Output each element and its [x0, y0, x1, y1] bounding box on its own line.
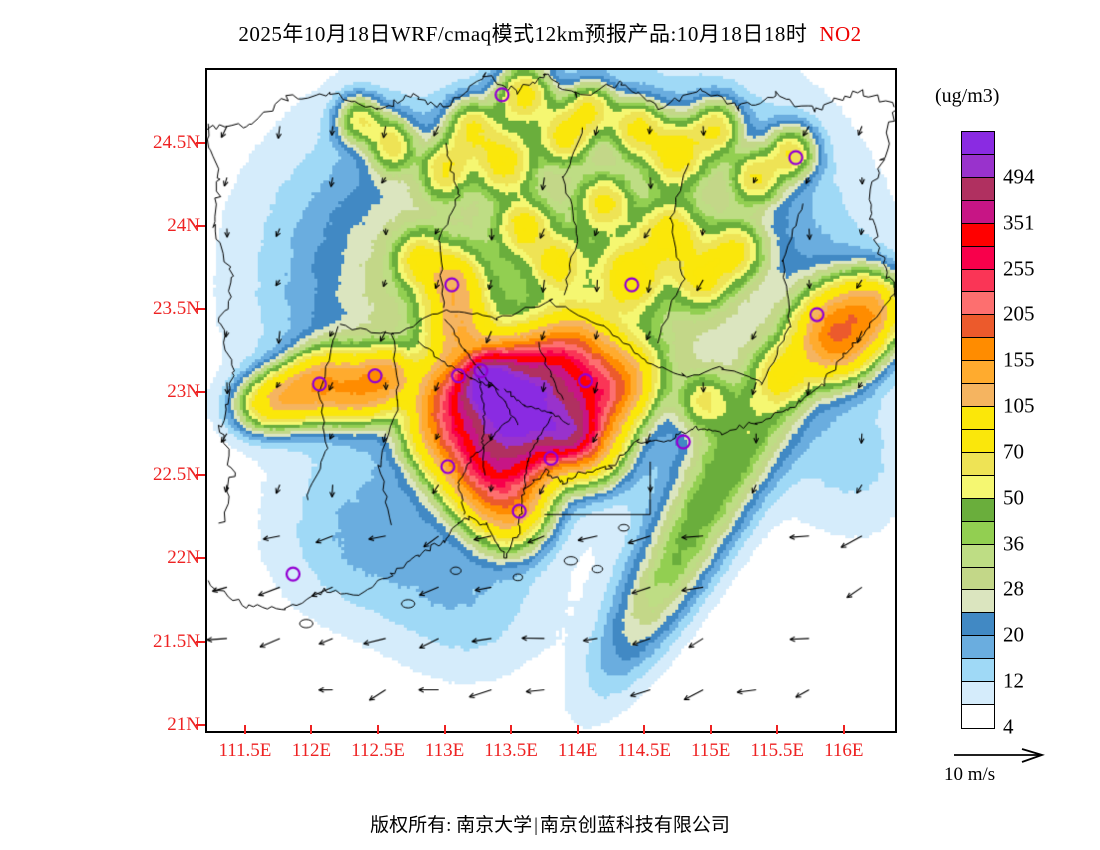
latitude-tick-mark	[196, 141, 205, 144]
colorbar-tick-label: 4	[1003, 714, 1014, 739]
colorbar-tick-label: 12	[1003, 668, 1024, 693]
longitude-tick-mark	[709, 725, 712, 734]
colorbar-tick-label: 205	[1003, 301, 1035, 326]
longitude-tick-label: 113E	[424, 740, 465, 761]
colorbar-band	[962, 361, 994, 385]
colorbar-band	[962, 154, 994, 178]
chart-title: 2025年10月18日WRF/cmaq模式12km预报产品:10月18日18时 N…	[0, 18, 1100, 48]
colorbar-band	[962, 521, 994, 545]
colorbar-band	[962, 567, 994, 591]
longitude-tick-label: 112E	[291, 740, 332, 761]
longitude-tick-mark	[377, 725, 379, 734]
colorbar-band	[962, 613, 994, 637]
longitude-tick-label: 113.5E	[484, 740, 538, 761]
colorbar-band	[962, 338, 994, 362]
latitude-axis: 24.5N 24N 23.5N 23N 22.5N 22N 21.5N 21N	[105, 68, 200, 735]
colorbar-band	[962, 498, 994, 522]
latitude-tick-label: 22N	[167, 547, 200, 569]
colorbar-tick-label: 494	[1003, 164, 1035, 189]
latitude-tick-label: 21.5N	[153, 630, 200, 652]
colorbar-band	[962, 429, 994, 453]
latitude-tick-label: 22.5N	[153, 464, 200, 486]
latitude-tick-label: 24N	[167, 214, 200, 236]
wind-scale-label: 10 m/s	[944, 764, 996, 785]
no2-concentration-map[interactable]	[207, 70, 895, 731]
colorbar-band	[962, 475, 994, 499]
latitude-tick-label: 23N	[167, 381, 200, 403]
colorbar-band	[962, 659, 994, 683]
colorbar-tick-label: 36	[1003, 531, 1024, 556]
latitude-tick-mark	[196, 557, 205, 560]
title-species-label: NO2	[819, 22, 862, 46]
latitude-tick-mark	[196, 308, 205, 311]
copyright-footer: 版权所有: 南京大学 | 南京创蓝科技有限公司	[0, 810, 1100, 837]
colorbar-band	[962, 705, 994, 728]
latitude-tick-mark	[196, 723, 205, 726]
colorbar-band	[962, 132, 994, 155]
wind-vector-scale: 10 m/s	[944, 748, 1084, 796]
latitude-tick-mark	[196, 474, 205, 477]
longitude-tick-label: 112.5E	[351, 740, 405, 761]
latitude-tick-label: 21N	[167, 713, 200, 735]
longitude-tick-mark	[776, 725, 779, 734]
map-plot-area[interactable]	[205, 68, 897, 733]
colorbar-tick-label: 155	[1003, 347, 1035, 372]
colorbar-band	[962, 200, 994, 224]
colorbar-band	[962, 636, 994, 660]
colorbar-band	[962, 292, 994, 316]
colorbar-band	[962, 452, 994, 476]
footer-right-text: 南京创蓝科技有限公司	[539, 815, 730, 836]
colorbar-tick-label: 20	[1003, 622, 1024, 647]
longitude-tick-mark	[310, 725, 313, 734]
longitude-tick-mark	[443, 725, 446, 734]
longitude-tick-label: 114.5E	[617, 740, 671, 761]
colorbar-tick-label: 255	[1003, 256, 1035, 281]
colorbar-tick-label: 28	[1003, 576, 1024, 601]
wind-arrow-icon	[954, 748, 1045, 763]
color-scale-labels: 494 351 255 205 155 105 70 50 36 28 20 12 4	[1003, 131, 1093, 738]
latitude-tick-label: 24.5N	[153, 131, 200, 153]
colorbar-band	[962, 177, 994, 201]
colorbar-band	[962, 269, 994, 293]
title-main-text: 2025年10月18日WRF/cmaq模式12km预报产品:10月18日18时	[238, 22, 808, 46]
colorbar-tick-label: 70	[1003, 439, 1024, 464]
colorbar-band	[962, 544, 994, 568]
longitude-tick-label: 115E	[690, 740, 731, 761]
colorbar-tick-label: 351	[1003, 210, 1035, 235]
colorbar-band	[962, 246, 994, 270]
longitude-tick-mark	[643, 725, 646, 734]
colorbar-band	[962, 682, 994, 706]
footer-left-text: 版权所有: 南京大学	[370, 815, 533, 836]
colorbar-band	[962, 315, 994, 339]
colorbar-band	[962, 407, 994, 430]
longitude-tick-label: 116E	[824, 740, 864, 761]
longitude-tick-mark	[243, 725, 246, 734]
colorbar-tick-label: 50	[1003, 485, 1024, 510]
longitude-tick-label: 115.5E	[750, 740, 805, 761]
longitude-tick-label: 111.5E	[218, 740, 272, 761]
longitude-tick-mark	[510, 725, 513, 734]
longitude-tick-mark	[842, 725, 845, 734]
longitude-tick-mark	[576, 725, 579, 734]
color-scale-bar	[961, 131, 995, 729]
colorbar-unit-label: (ug/m3)	[935, 85, 1000, 107]
footer-separator: |	[534, 815, 538, 836]
colorbar-band	[962, 384, 994, 408]
longitude-axis: 111.5E 112E 112.5E 113E 113.5E 114E 114.5E 115E…	[205, 740, 897, 770]
colorbar-tick-label: 105	[1003, 393, 1035, 418]
longitude-tick-label: 114E	[557, 740, 598, 761]
colorbar-band	[962, 590, 994, 614]
latitude-tick-mark	[196, 640, 205, 643]
latitude-tick-mark	[196, 224, 205, 227]
latitude-tick-label: 23.5N	[153, 298, 200, 320]
latitude-tick-mark	[196, 391, 205, 394]
colorbar-band	[962, 223, 994, 247]
